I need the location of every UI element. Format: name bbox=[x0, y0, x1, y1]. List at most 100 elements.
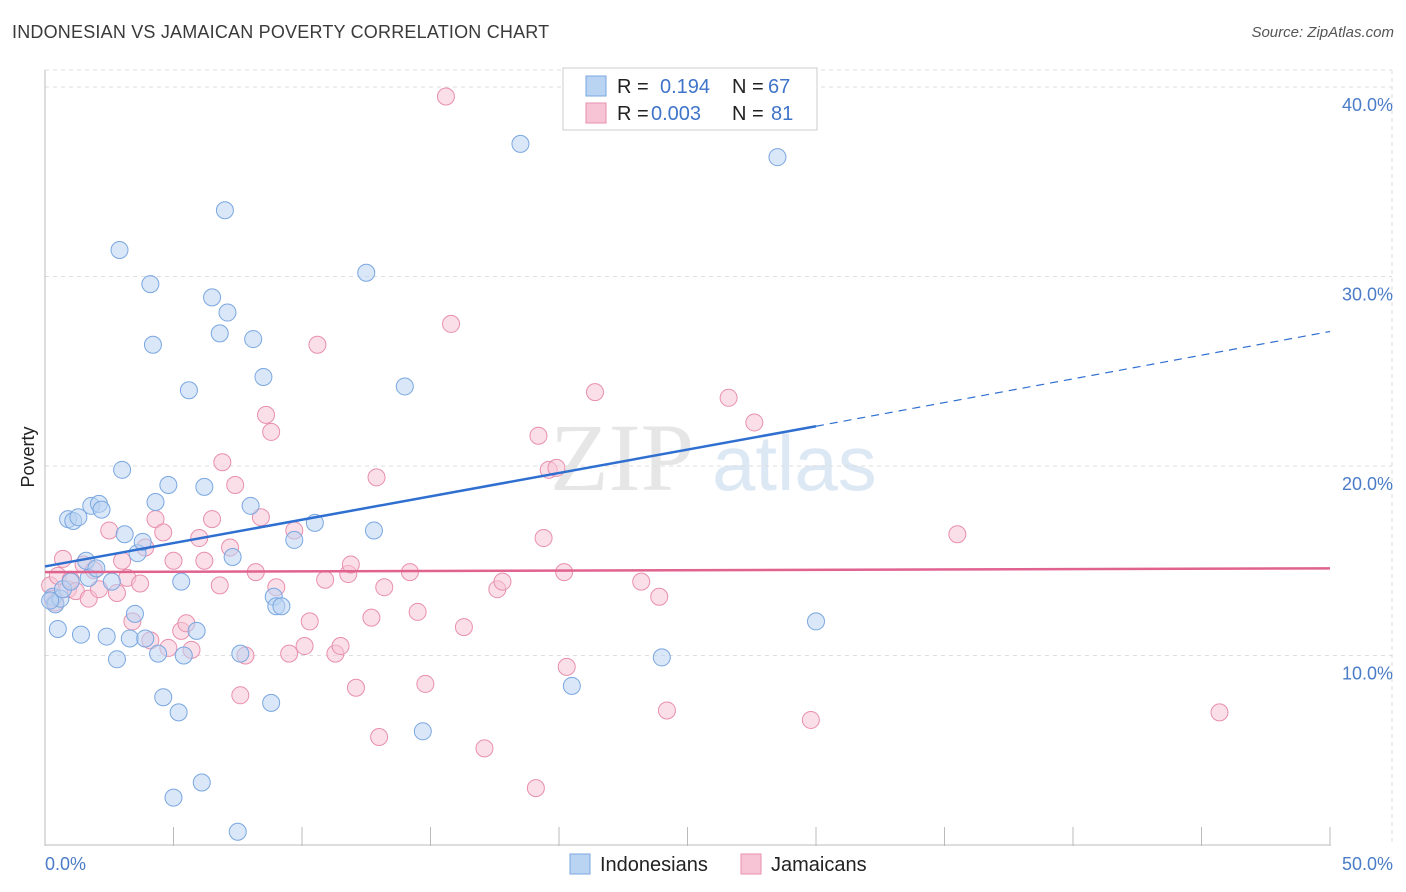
jamaicans-point bbox=[295, 637, 314, 656]
jamaicans-points bbox=[41, 87, 1229, 798]
x-tick-label-max: 50.0% bbox=[1342, 854, 1393, 874]
trend-lines bbox=[44, 330, 1331, 574]
jamaicans-point bbox=[203, 510, 222, 529]
jamaicans-point bbox=[262, 422, 281, 441]
legend-swatch-indonesians bbox=[585, 75, 607, 97]
correlation-legend: R = 0.194 N = 67 R = 0.003 N = 81 bbox=[562, 67, 818, 131]
indonesians-point bbox=[210, 324, 229, 343]
indonesians-point bbox=[215, 201, 234, 220]
jamaicans-point bbox=[346, 678, 365, 697]
jamaicans-point bbox=[948, 525, 967, 544]
jamaicans-point bbox=[475, 739, 494, 758]
jamaicans-point bbox=[300, 612, 319, 631]
axes bbox=[44, 70, 1331, 846]
indonesians-point bbox=[164, 788, 183, 807]
watermark-atlas: atlas bbox=[712, 419, 877, 507]
watermark-zip: ZIP bbox=[550, 404, 694, 511]
y-tick-label: 20.0% bbox=[1342, 474, 1393, 494]
y-axis-label: Poverty bbox=[18, 426, 38, 487]
jamaicans-point bbox=[416, 674, 435, 693]
jamaicans-point bbox=[164, 551, 183, 570]
indonesians-trend-extension bbox=[815, 330, 1331, 427]
jamaicans-point bbox=[585, 383, 604, 402]
indonesians-point bbox=[187, 621, 206, 640]
jamaicans-point bbox=[408, 602, 427, 621]
tick-labels: 10.0% 20.0% 30.0% 40.0% 0.0% 50.0% bbox=[45, 95, 1393, 874]
indonesians-point bbox=[228, 822, 247, 841]
jamaicans-point bbox=[632, 572, 651, 591]
jamaicans-point bbox=[100, 521, 119, 540]
jamaicans-point bbox=[526, 779, 545, 798]
jamaicans-point bbox=[436, 87, 455, 106]
jamaicans-point bbox=[657, 701, 676, 720]
indonesians-point bbox=[71, 625, 90, 644]
indonesians-point bbox=[395, 377, 414, 396]
indonesians-point bbox=[285, 530, 304, 549]
jamaicans-point bbox=[213, 453, 232, 472]
jamaicans-point bbox=[650, 587, 669, 606]
indonesians-point bbox=[768, 148, 787, 167]
indonesians-point bbox=[146, 493, 165, 512]
indonesians-point bbox=[174, 646, 193, 665]
jamaicans-point bbox=[308, 335, 327, 354]
bottom-legend-swatch-jamaicans bbox=[740, 853, 762, 875]
indonesians-points bbox=[41, 134, 825, 841]
legend-r-label-1: R = bbox=[617, 76, 649, 98]
jamaicans-point bbox=[362, 608, 381, 627]
jamaicans-point bbox=[154, 523, 173, 542]
y-tick-label: 10.0% bbox=[1342, 664, 1393, 684]
indonesians-point bbox=[48, 619, 67, 638]
indonesians-point bbox=[133, 532, 152, 551]
indonesians-point bbox=[364, 521, 383, 540]
indonesians-point bbox=[223, 547, 242, 566]
chart-source: Source: ZipAtlas.com bbox=[1251, 24, 1394, 41]
legend-r-value-1: 0.194 bbox=[660, 76, 710, 98]
bottom-legend-swatch-indonesians bbox=[569, 853, 591, 875]
indonesians-point bbox=[413, 722, 432, 741]
jamaicans-point bbox=[251, 508, 270, 527]
indonesians-point bbox=[110, 241, 129, 260]
jamaicans-point bbox=[534, 529, 553, 548]
indonesians-point bbox=[125, 604, 144, 623]
indonesians-point bbox=[192, 773, 211, 792]
indonesians-point bbox=[203, 288, 222, 307]
jamaicans-point bbox=[454, 618, 473, 637]
jamaicans-point bbox=[257, 405, 276, 424]
indonesians-point bbox=[92, 500, 111, 519]
jamaicans-point bbox=[195, 551, 214, 570]
indonesians-point bbox=[120, 629, 139, 648]
indonesians-point bbox=[102, 572, 121, 591]
jamaicans-point bbox=[493, 572, 512, 591]
y-tick-label: 30.0% bbox=[1342, 285, 1393, 305]
jamaicans-point bbox=[280, 644, 299, 663]
indonesians-point bbox=[61, 572, 80, 591]
jamaicans-point bbox=[113, 551, 132, 570]
indonesians-point bbox=[179, 381, 198, 400]
bottom-legend-indonesians: Indonesians bbox=[600, 854, 708, 876]
indonesians-point bbox=[562, 676, 581, 695]
indonesians-point bbox=[169, 703, 188, 722]
legend-r-value-2: 0.003 bbox=[651, 103, 701, 125]
indonesians-trend-line bbox=[44, 425, 817, 568]
legend-r-label-2: R = bbox=[617, 103, 649, 125]
indonesians-point bbox=[107, 650, 126, 669]
legend-n-label-1: N = bbox=[732, 76, 764, 98]
jamaicans-point bbox=[801, 710, 820, 729]
indonesians-point bbox=[357, 263, 376, 282]
indonesians-point bbox=[41, 591, 60, 610]
indonesians-point bbox=[143, 335, 162, 354]
indonesians-point bbox=[652, 648, 671, 667]
jamaicans-point bbox=[316, 570, 335, 589]
series-legend: Indonesians Jamaicans bbox=[569, 853, 867, 876]
indonesians-point bbox=[231, 644, 250, 663]
jamaicans-point bbox=[719, 388, 738, 407]
bottom-legend-jamaicans: Jamaicans bbox=[771, 854, 867, 876]
indonesians-point bbox=[272, 597, 291, 616]
jamaicans-point bbox=[529, 426, 548, 445]
indonesians-point bbox=[97, 627, 116, 646]
chart-title: INDONESIAN VS JAMAICAN POVERTY CORRELATI… bbox=[12, 22, 550, 42]
legend-swatch-jamaicans bbox=[585, 102, 607, 124]
indonesians-point bbox=[87, 559, 106, 578]
jamaicans-point bbox=[131, 574, 150, 593]
